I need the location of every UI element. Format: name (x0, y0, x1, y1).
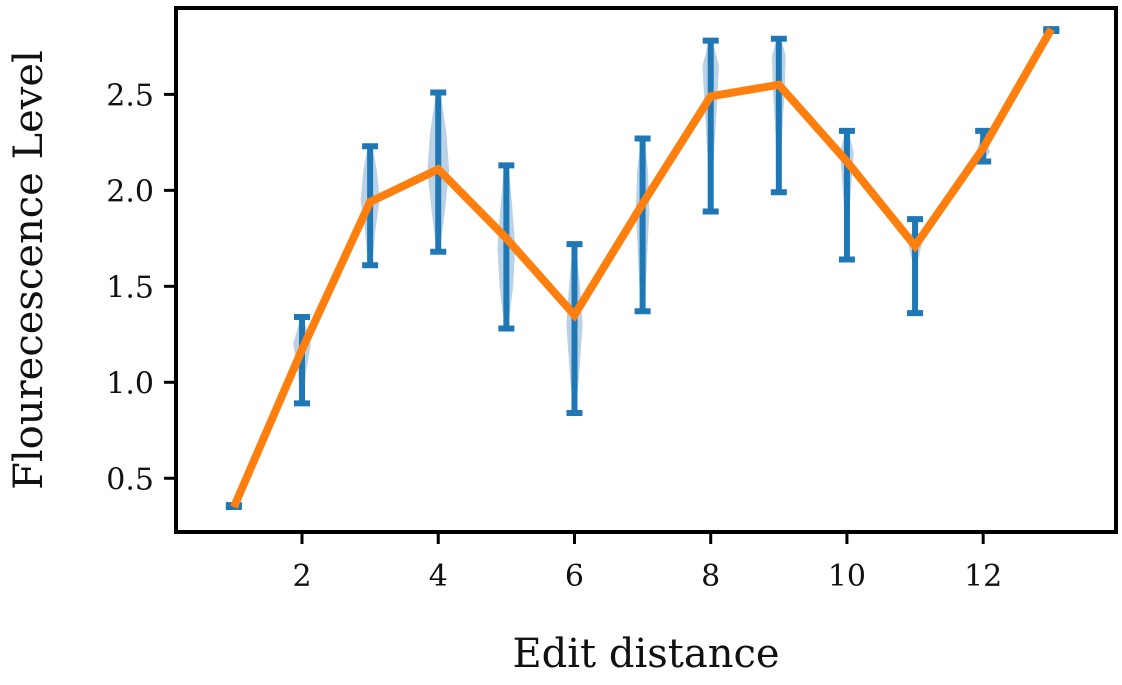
y-tick-label-2: 1.5 (106, 270, 154, 305)
y-axis-label: Flourecescence Level (6, 50, 52, 490)
y-tick-label-3: 2.0 (106, 174, 154, 209)
y-tick-label-0: 0.5 (106, 462, 154, 497)
error-bar-layer (225, 26, 1060, 511)
x-axis-label: Edit distance (512, 631, 779, 677)
plot-frame (174, 6, 1118, 534)
x-tick-label-12: 12 (964, 559, 1002, 594)
x-tick-label-6: 6 (565, 559, 584, 594)
x-tick-label-10: 10 (828, 559, 866, 594)
x-tick-label-2: 2 (292, 559, 311, 594)
x-tick-label-4: 4 (429, 559, 448, 594)
x-axis-ticks: 2 4 6 8 10 12 (292, 532, 1002, 594)
mean-line (230, 27, 1055, 509)
y-axis-ticks: 0.5 1.0 1.5 2.0 2.5 (106, 78, 176, 497)
y-tick-label-4: 2.5 (106, 78, 154, 113)
y-tick-label-1: 1.0 (106, 366, 154, 401)
x-tick-label-8: 8 (701, 559, 720, 594)
